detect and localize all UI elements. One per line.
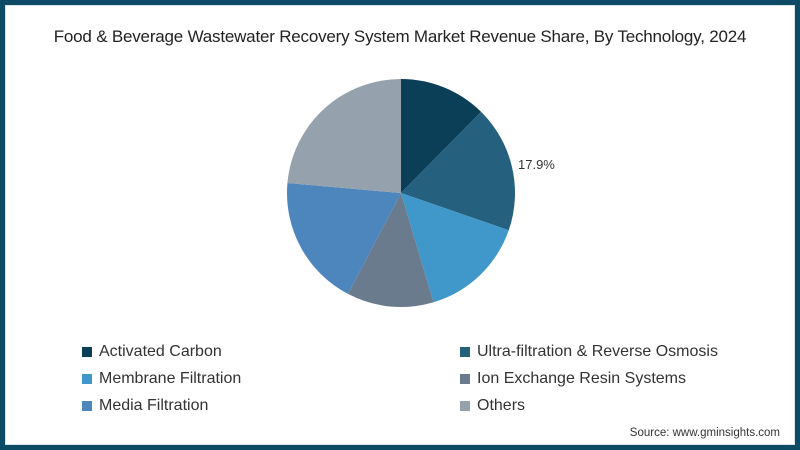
chart-title: Food & Beverage Wastewater Recovery Syst… <box>53 27 747 46</box>
legend-item-membrane-filtration: Membrane Filtration <box>82 370 241 388</box>
legend-swatch-icon <box>82 374 92 384</box>
data-label-ultrafiltration: 17.9% <box>518 157 555 172</box>
pie-slice-activated-carbon <box>401 79 482 193</box>
legend-swatch-icon <box>460 347 470 357</box>
legend-item-others: Others <box>460 397 525 415</box>
legend-item-ultrafiltration: Ultra-filtration & Reverse Osmosis <box>460 343 718 361</box>
source-note: Source: www.gminsights.com <box>629 427 780 439</box>
pie-slice-others <box>287 79 401 193</box>
legend-swatch-icon <box>460 374 470 384</box>
legend-swatch-icon <box>460 401 470 411</box>
pie-slice-ultra-filtration-reverse-osmosis <box>401 111 515 231</box>
legend-item-ion-exchange: Ion Exchange Resin Systems <box>460 370 686 388</box>
pie-slice-ion-exchange-resin-systems <box>347 193 434 307</box>
legend-item-media-filtration: Media Filtration <box>82 397 208 415</box>
legend-swatch-icon <box>82 401 92 411</box>
pie-slice-media-filtration <box>287 182 401 294</box>
legend-item-activated-carbon: Activated Carbon <box>82 343 222 361</box>
pie-slice-membrane-filtration <box>401 193 509 303</box>
legend-swatch-icon <box>82 347 92 357</box>
